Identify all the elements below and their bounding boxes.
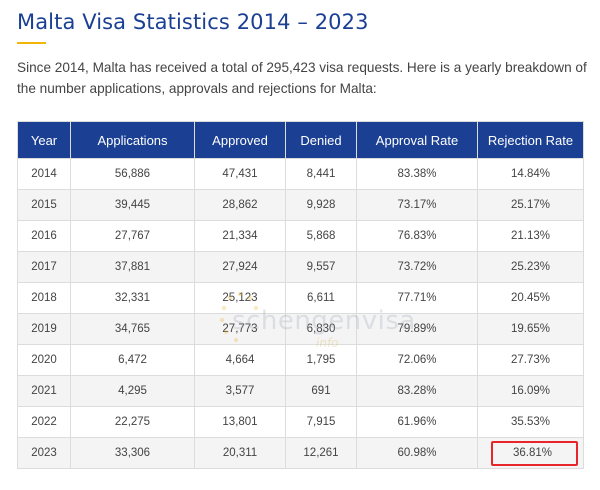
cell-applications: 27,767	[70, 220, 195, 252]
cell-applications: 22,275	[70, 406, 195, 438]
cell-approval-rate: 60.98%	[356, 437, 478, 469]
cell-approval-rate: 73.72%	[356, 251, 478, 283]
table-row: 2015 39,445 28,862 9,928 73.17% 25.17%	[17, 189, 584, 221]
cell-denied: 8,441	[285, 158, 357, 190]
table-body: 2014 56,886 47,431 8,441 83.38% 14.84% 2…	[17, 158, 584, 469]
cell-rejection-rate: 25.17%	[477, 189, 584, 221]
header-approval-rate: Approval Rate	[356, 121, 478, 159]
table-header-row: Year Applications Approved Denied Approv…	[17, 121, 584, 159]
header-rejection-rate: Rejection Rate	[477, 121, 584, 159]
table-header: Year Applications Approved Denied Approv…	[17, 121, 584, 159]
cell-year: 2021	[17, 375, 71, 407]
cell-year: 2018	[17, 282, 71, 314]
page-title: Malta Visa Statistics 2014 – 2023	[17, 10, 369, 34]
cell-rejection-rate: 36.81%	[477, 437, 584, 469]
cell-applications: 56,886	[70, 158, 195, 190]
cell-rejection-rate: 21.13%	[477, 220, 584, 252]
cell-denied: 9,557	[285, 251, 357, 283]
cell-approved: 27,773	[194, 313, 286, 345]
cell-year: 2017	[17, 251, 71, 283]
cell-year: 2022	[17, 406, 71, 438]
cell-year: 2019	[17, 313, 71, 345]
table-row: 2021 4,295 3,577 691 83.28% 16.09%	[17, 375, 584, 407]
cell-approval-rate: 83.38%	[356, 158, 478, 190]
cell-rejection-rate: 20.45%	[477, 282, 584, 314]
cell-approval-rate: 73.17%	[356, 189, 478, 221]
table-row: 2022 22,275 13,801 7,915 61.96% 35.53%	[17, 406, 584, 438]
cell-denied: 9,928	[285, 189, 357, 221]
table-row: 2016 27,767 21,334 5,868 76.83% 21.13%	[17, 220, 584, 252]
header-denied: Denied	[285, 121, 357, 159]
cell-approved: 3,577	[194, 375, 286, 407]
cell-denied: 5,868	[285, 220, 357, 252]
table-row: 2017 37,881 27,924 9,557 73.72% 25.23%	[17, 251, 584, 283]
cell-approved: 25,123	[194, 282, 286, 314]
cell-approval-rate: 61.96%	[356, 406, 478, 438]
cell-applications: 34,765	[70, 313, 195, 345]
cell-year: 2020	[17, 344, 71, 376]
cell-rejection-rate: 14.84%	[477, 158, 584, 190]
cell-applications: 4,295	[70, 375, 195, 407]
cell-rejection-rate: 19.65%	[477, 313, 584, 345]
cell-approval-rate: 79.89%	[356, 313, 478, 345]
cell-approved: 47,431	[194, 158, 286, 190]
cell-approved: 13,801	[194, 406, 286, 438]
cell-applications: 39,445	[70, 189, 195, 221]
intro-paragraph: Since 2014, Malta has received a total o…	[17, 60, 587, 96]
cell-applications: 37,881	[70, 251, 195, 283]
cell-approval-rate: 77.71%	[356, 282, 478, 314]
cell-approved: 20,311	[194, 437, 286, 469]
header-applications: Applications	[70, 121, 195, 159]
cell-denied: 6,830	[285, 313, 357, 345]
cell-denied: 7,915	[285, 406, 357, 438]
cell-applications: 32,331	[70, 282, 195, 314]
header-year: Year	[17, 121, 71, 159]
cell-applications: 33,306	[70, 437, 195, 469]
cell-year: 2015	[17, 189, 71, 221]
table-row: 2014 56,886 47,431 8,441 83.38% 14.84%	[17, 158, 584, 190]
table-row: 2018 32,331 25,123 6,611 77.71% 20.45%	[17, 282, 584, 314]
table-row: 2019 34,765 27,773 6,830 79.89% 19.65%	[17, 313, 584, 345]
title-underline	[17, 42, 46, 44]
cell-rejection-rate: 25.23%	[477, 251, 584, 283]
cell-approval-rate: 72.06%	[356, 344, 478, 376]
cell-year: 2016	[17, 220, 71, 252]
cell-denied: 691	[285, 375, 357, 407]
cell-year: 2023	[17, 437, 71, 469]
cell-approved: 4,664	[194, 344, 286, 376]
cell-rejection-rate: 35.53%	[477, 406, 584, 438]
cell-denied: 6,611	[285, 282, 357, 314]
cell-approval-rate: 83.28%	[356, 375, 478, 407]
visa-statistics-table: Year Applications Approved Denied Approv…	[17, 121, 584, 469]
cell-approved: 27,924	[194, 251, 286, 283]
cell-denied: 1,795	[285, 344, 357, 376]
table-row: 2020 6,472 4,664 1,795 72.06% 27.73%	[17, 344, 584, 376]
cell-applications: 6,472	[70, 344, 195, 376]
cell-year: 2014	[17, 158, 71, 190]
cell-rejection-rate: 16.09%	[477, 375, 584, 407]
cell-approval-rate: 76.83%	[356, 220, 478, 252]
header-approved: Approved	[194, 121, 286, 159]
highlighted-rejection-rate: 36.81%	[490, 440, 578, 466]
cell-approved: 21,334	[194, 220, 286, 252]
cell-rejection-rate: 27.73%	[477, 344, 584, 376]
cell-denied: 12,261	[285, 437, 357, 469]
cell-approved: 28,862	[194, 189, 286, 221]
table-row: 2023 33,306 20,311 12,261 60.98% 36.81%	[17, 437, 584, 469]
